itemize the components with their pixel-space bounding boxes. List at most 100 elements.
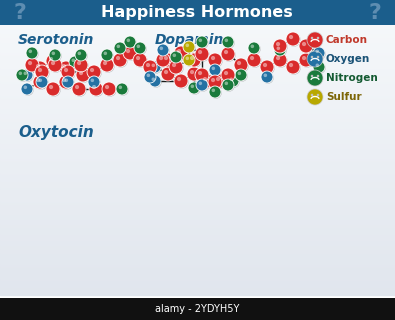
Bar [0,53,395,54]
Circle shape [209,76,223,90]
Bar [0,189,395,190]
Text: ?: ? [13,3,26,23]
Circle shape [188,82,200,94]
Bar [0,124,395,125]
Bar [0,30,395,31]
Bar [0,126,395,127]
Circle shape [311,37,312,39]
Circle shape [235,59,249,73]
Circle shape [79,71,83,75]
Bar [0,290,395,291]
Bar [0,57,395,58]
Bar [0,86,395,87]
Circle shape [117,44,120,48]
Circle shape [227,75,239,87]
Bar [0,37,395,38]
Circle shape [213,74,227,88]
Circle shape [198,50,202,54]
Circle shape [273,39,287,53]
Bar [0,79,395,80]
Circle shape [26,47,38,59]
Bar [0,122,395,123]
Bar [0,259,395,260]
Bar [0,36,395,37]
Circle shape [62,66,76,80]
Circle shape [311,56,312,58]
Circle shape [89,77,101,89]
Bar [0,106,395,107]
Bar [0,236,395,237]
Bar [0,216,395,217]
Bar [0,177,395,178]
Circle shape [62,78,66,82]
Circle shape [113,53,127,67]
Bar [0,109,395,110]
Bar [0,223,395,224]
Circle shape [289,63,293,67]
Circle shape [299,53,313,67]
Circle shape [208,75,222,89]
Circle shape [317,94,319,96]
Circle shape [286,32,300,46]
Circle shape [71,59,75,62]
Circle shape [134,42,146,54]
Circle shape [177,77,181,81]
Circle shape [203,77,207,81]
Circle shape [289,35,293,39]
Circle shape [90,83,104,97]
Circle shape [74,58,88,72]
Circle shape [170,51,182,63]
Bar [0,268,395,269]
Bar [0,141,395,142]
Bar [0,233,395,234]
Bar [0,35,395,36]
Bar [0,178,395,179]
Circle shape [118,85,122,89]
Bar [0,270,395,271]
Circle shape [34,76,48,90]
Circle shape [28,61,32,65]
Circle shape [134,54,148,68]
Bar [0,161,395,162]
Circle shape [197,37,209,49]
Circle shape [208,53,222,67]
Bar [0,118,395,119]
Circle shape [223,37,235,49]
Bar [0,120,395,121]
Circle shape [125,37,137,49]
Circle shape [196,48,210,62]
Bar [0,188,395,189]
Circle shape [124,36,136,48]
Bar [0,62,395,63]
Bar [0,200,395,201]
Circle shape [51,52,55,55]
Bar [0,155,395,156]
Bar [0,187,395,188]
Circle shape [275,45,287,57]
Circle shape [316,63,319,67]
Circle shape [210,87,222,99]
Circle shape [307,89,323,105]
Bar [0,26,395,27]
Circle shape [184,55,196,67]
Bar [0,49,395,50]
Circle shape [300,54,314,68]
Circle shape [164,70,168,74]
Bar [0,131,395,132]
Bar [0,217,395,218]
Bar [0,153,395,154]
Circle shape [90,68,94,72]
Bar [0,28,395,29]
Bar [0,179,395,180]
Bar [0,288,395,289]
Bar [0,34,395,35]
Circle shape [152,63,155,67]
Circle shape [316,50,319,53]
Bar [0,52,395,53]
Bar [0,102,395,103]
Circle shape [307,70,323,86]
Circle shape [48,58,62,72]
Circle shape [22,70,34,82]
Bar [0,260,395,261]
Bar [0,168,395,169]
